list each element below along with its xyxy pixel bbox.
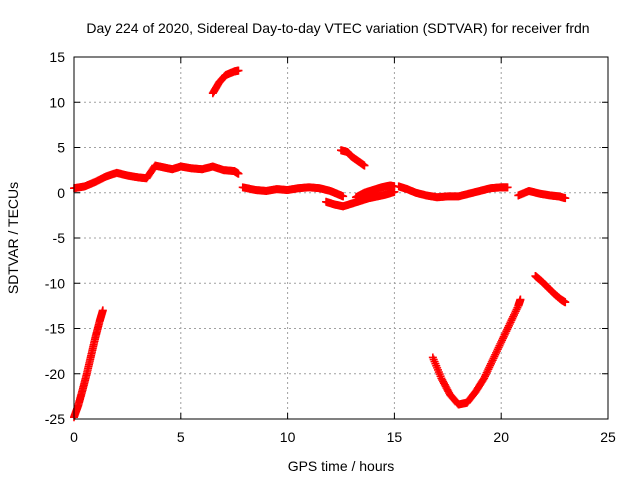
data-point xyxy=(502,327,511,336)
data-point xyxy=(482,368,491,377)
data-point xyxy=(492,348,501,357)
chart-title: Day 224 of 2020, Sidereal Day-to-day VTE… xyxy=(86,20,589,36)
data-point xyxy=(485,363,494,372)
data-point xyxy=(506,318,515,327)
series-arc-7 xyxy=(351,181,399,202)
y-axis-label: SDTVAR / TECUs xyxy=(5,182,21,294)
data-point xyxy=(481,370,490,379)
grid xyxy=(74,57,608,419)
data-point xyxy=(488,356,497,365)
data-point xyxy=(498,336,507,345)
data-point xyxy=(510,309,519,318)
y-tick-label: -15 xyxy=(45,321,65,337)
plot-frame xyxy=(73,56,609,420)
y-tick-label: -10 xyxy=(45,275,65,291)
data-point xyxy=(503,183,512,192)
data-point xyxy=(561,298,570,307)
data-point xyxy=(490,352,499,361)
x-axis-label: GPS time / hours xyxy=(288,458,395,474)
y-tick-label: 15 xyxy=(49,49,65,65)
data-point xyxy=(484,365,493,374)
data-point xyxy=(480,374,489,383)
data-point xyxy=(505,319,514,328)
data-point xyxy=(498,334,507,343)
data-point xyxy=(499,332,508,341)
data-series xyxy=(70,66,570,422)
data-point xyxy=(480,372,489,381)
data-point xyxy=(234,169,243,178)
series-arc-5 xyxy=(337,146,369,170)
series-arc-3 xyxy=(208,66,243,98)
data-point xyxy=(489,354,498,363)
data-point xyxy=(510,310,519,319)
axis-ticks: 0 5 10 15 20 25 -25 -20 -15 -10 -5 0 5 10 15 xyxy=(45,49,616,445)
series-arc-4 xyxy=(238,183,348,201)
data-point xyxy=(495,341,504,350)
data-point xyxy=(493,345,502,354)
data-point xyxy=(98,306,107,315)
data-point xyxy=(360,161,369,170)
series-arc-9 xyxy=(514,186,570,203)
data-point xyxy=(486,361,495,370)
data-point xyxy=(339,192,348,201)
data-point xyxy=(234,66,243,75)
data-point xyxy=(504,323,513,332)
x-tick-label: 5 xyxy=(177,429,185,445)
x-tick-label: 15 xyxy=(387,429,403,445)
data-point xyxy=(497,338,506,347)
data-point xyxy=(504,321,513,330)
series-arc-10 xyxy=(428,295,525,409)
data-point xyxy=(496,339,505,348)
y-tick-label: -20 xyxy=(45,366,65,382)
data-point xyxy=(494,343,503,352)
y-tick-label: -25 xyxy=(45,411,65,427)
data-point xyxy=(516,295,525,304)
y-tick-label: -5 xyxy=(53,230,66,246)
data-point xyxy=(512,305,521,314)
data-point xyxy=(511,307,520,316)
data-point xyxy=(491,350,500,359)
data-point xyxy=(486,359,495,368)
data-point xyxy=(500,330,509,339)
data-point xyxy=(501,329,510,338)
x-tick-label: 25 xyxy=(600,429,616,445)
data-point xyxy=(561,194,570,203)
y-tick-label: 10 xyxy=(49,94,65,110)
series-arc-6 xyxy=(322,187,399,211)
series-arc-8 xyxy=(394,182,512,202)
series-arc-2 xyxy=(70,161,243,193)
data-point xyxy=(508,314,517,323)
data-point xyxy=(503,325,512,334)
x-tick-label: 0 xyxy=(70,429,78,445)
data-point xyxy=(492,347,501,356)
data-point xyxy=(509,312,518,321)
x-tick-label: 10 xyxy=(280,429,296,445)
y-tick-label: 0 xyxy=(57,185,65,201)
series-arc-1 xyxy=(70,306,107,422)
y-tick-label: 5 xyxy=(57,140,65,156)
data-point xyxy=(487,357,496,366)
data-point xyxy=(483,367,492,376)
series-arc-11 xyxy=(531,272,570,307)
x-tick-label: 20 xyxy=(493,429,509,445)
data-point xyxy=(507,316,516,325)
